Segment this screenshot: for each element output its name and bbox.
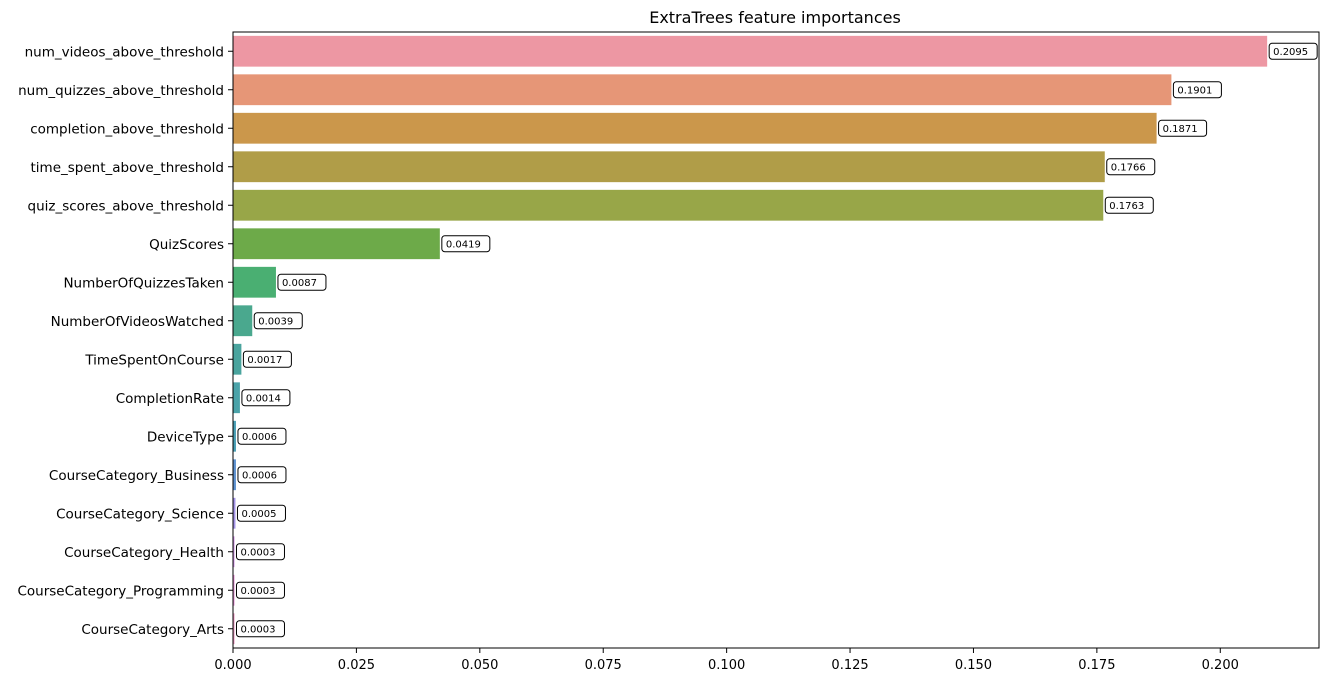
y-tick-label-num_quizzes_above_threshold: num_quizzes_above_threshold <box>18 83 224 99</box>
data-label-box <box>237 466 287 484</box>
bar-CourseCategory_Programming <box>233 574 235 606</box>
x-tick-label: 0.050 <box>461 658 498 673</box>
bar-CourseCategory_Science <box>233 497 236 529</box>
y-tick-label-QuizScores: QuizScores <box>149 237 224 253</box>
x-tick-label: 0.175 <box>1078 658 1115 673</box>
y-tick-label-num_videos_above_threshold: num_videos_above_threshold <box>25 44 224 60</box>
data-label-text: 0.0006 <box>242 432 277 443</box>
data-label-box <box>277 273 327 291</box>
data-label-text: 0.1901 <box>1177 85 1212 96</box>
bar-NumberOfVideosWatched <box>233 305 253 337</box>
data-label-box <box>237 427 287 445</box>
bar-CourseCategory_Health <box>233 536 235 568</box>
x-axis: 0.000 0.025 0.050 0.075 0.100 0.125 0.150 0.175… <box>214 648 1239 673</box>
data-label-text: 0.1871 <box>1163 124 1198 135</box>
x-tick-label: 0.100 <box>708 658 745 673</box>
y-tick-label-CompletionRate: CompletionRate <box>116 391 224 407</box>
data-label-text: 0.2095 <box>1273 47 1308 58</box>
bar-DeviceType <box>233 420 236 452</box>
y-tick-label-completion_above_threshold: completion_above_threshold <box>30 121 224 137</box>
data-label-text: 0.0005 <box>241 509 276 520</box>
data-label-box <box>253 312 303 330</box>
data-label-QuizScores: 0.0419 <box>441 235 491 253</box>
y-tick-label-CourseCategory_Health: CourseCategory_Health <box>64 545 224 561</box>
data-label-box <box>1158 119 1208 137</box>
bar-completion_above_threshold <box>233 112 1157 144</box>
data-label-text: 0.0014 <box>246 393 281 404</box>
chart-title: ExtraTrees feature importances <box>649 8 901 27</box>
bar-quiz_scores_above_threshold <box>233 189 1104 221</box>
bar-num_videos_above_threshold <box>233 35 1268 67</box>
data-label-num_quizzes_above_threshold: 0.1901 <box>1172 81 1222 99</box>
y-tick-label-CourseCategory_Business: CourseCategory_Business <box>49 468 224 484</box>
y-tick-label-CourseCategory_Programming: CourseCategory_Programming <box>17 583 224 599</box>
bars-layer <box>233 35 1268 645</box>
data-label-box <box>1172 81 1222 99</box>
data-label-text: 0.0039 <box>258 316 293 327</box>
data-label-NumberOfVideosWatched: 0.0039 <box>253 312 303 330</box>
data-label-box <box>241 389 291 407</box>
bar-CompletionRate <box>233 382 240 414</box>
data-label-text: 0.0003 <box>240 547 275 558</box>
x-tick-label: 0.075 <box>585 658 622 673</box>
data-label-box <box>242 350 292 368</box>
x-tick-label: 0.025 <box>338 658 375 673</box>
data-label-DeviceType: 0.0006 <box>237 427 287 445</box>
data-label-CourseCategory_Health: 0.0003 <box>235 543 285 561</box>
x-tick-label: 0.200 <box>1202 658 1239 673</box>
data-label-text: 0.0006 <box>242 470 277 481</box>
x-tick-label: 0.000 <box>214 658 251 673</box>
data-label-quiz_scores_above_threshold: 0.1763 <box>1104 196 1154 214</box>
bar-CourseCategory_Business <box>233 459 236 491</box>
data-label-box <box>1104 196 1154 214</box>
data-label-CourseCategory_Programming: 0.0003 <box>235 581 285 599</box>
data-label-text: 0.1766 <box>1111 162 1146 173</box>
data-label-box <box>235 620 285 638</box>
y-tick-label-TimeSpentOnCourse: TimeSpentOnCourse <box>84 352 224 368</box>
bar-time_spent_above_threshold <box>233 151 1105 183</box>
data-label-text: 0.0087 <box>282 278 317 289</box>
y-tick-label-CourseCategory_Science: CourseCategory_Science <box>56 506 224 522</box>
x-tick-label: 0.150 <box>955 658 992 673</box>
data-label-box <box>235 581 285 599</box>
x-tick-label: 0.125 <box>831 658 868 673</box>
data-label-completion_above_threshold: 0.1871 <box>1158 119 1208 137</box>
y-tick-label-time_spent_above_threshold: time_spent_above_threshold <box>31 160 224 176</box>
data-label-CourseCategory_Science: 0.0005 <box>236 504 286 522</box>
y-tick-label-DeviceType: DeviceType <box>147 429 224 445</box>
bar-TimeSpentOnCourse <box>233 343 242 375</box>
data-label-box <box>1106 158 1156 176</box>
data-label-text: 0.0003 <box>240 624 275 635</box>
bar-NumberOfQuizzesTaken <box>233 266 276 298</box>
data-label-text: 0.1763 <box>1109 201 1144 212</box>
y-tick-label-NumberOfQuizzesTaken: NumberOfQuizzesTaken <box>63 275 224 291</box>
data-label-CourseCategory_Arts: 0.0003 <box>235 620 285 638</box>
data-label-box <box>441 235 491 253</box>
bar-QuizScores <box>233 228 440 260</box>
plot-frame <box>232 31 1320 649</box>
data-label-box <box>235 543 285 561</box>
data-label-text: 0.0017 <box>247 355 282 366</box>
data-label-text: 0.0419 <box>446 239 481 250</box>
data-label-num_videos_above_threshold: 0.2095 <box>1268 42 1318 60</box>
y-tick-label-NumberOfVideosWatched: NumberOfVideosWatched <box>51 314 224 330</box>
y-axis: num_videos_above_threshold num_quizzes_ab… <box>17 44 233 638</box>
data-label-box <box>236 504 286 522</box>
data-label-TimeSpentOnCourse: 0.0017 <box>242 350 292 368</box>
bar-CourseCategory_Arts <box>233 613 235 645</box>
y-tick-label-CourseCategory_Arts: CourseCategory_Arts <box>81 622 224 638</box>
data-label-text: 0.0003 <box>240 586 275 597</box>
data-label-CompletionRate: 0.0014 <box>241 389 291 407</box>
data-label-CourseCategory_Business: 0.0006 <box>237 466 287 484</box>
data-label-NumberOfQuizzesTaken: 0.0087 <box>277 273 327 291</box>
y-tick-label-quiz_scores_above_threshold: quiz_scores_above_threshold <box>28 198 225 214</box>
data-labels-layer: 0.2095 0.1901 0.1871 0.1766 0.1763 0.0419 0.00… <box>235 42 1318 638</box>
data-label-box <box>1268 42 1318 60</box>
data-label-time_spent_above_threshold: 0.1766 <box>1106 158 1156 176</box>
bar-num_quizzes_above_threshold <box>233 74 1172 106</box>
